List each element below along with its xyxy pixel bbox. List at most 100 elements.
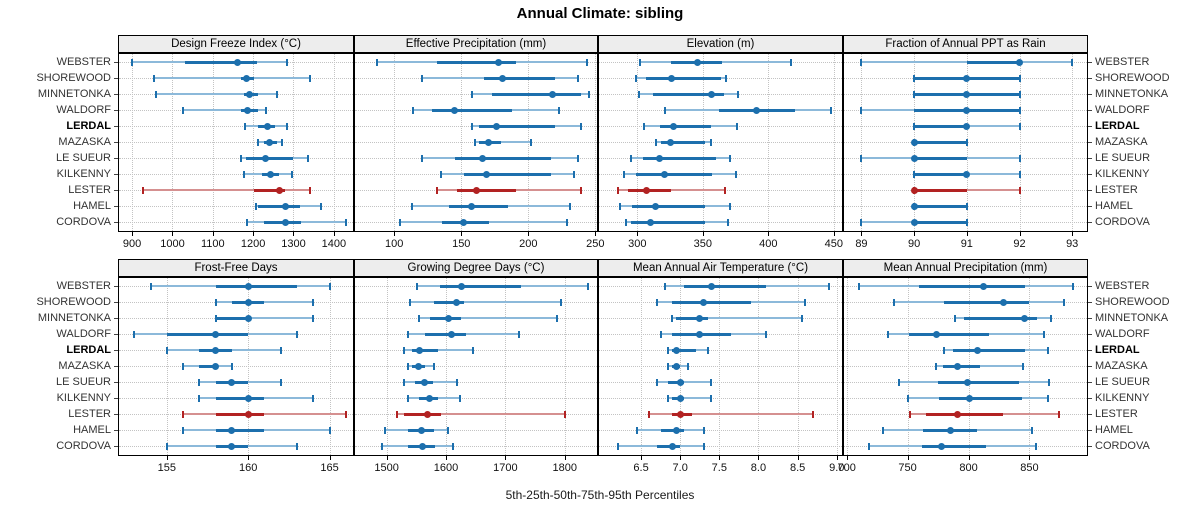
whisker-cap-95th [1050,315,1053,322]
median-dot [910,218,918,226]
site-axis-tick [1088,318,1092,319]
whisker-cap-5th [421,75,424,82]
interval-25th-75th [412,349,439,352]
axis-tick [253,232,255,236]
median-dot [419,442,427,450]
axis-tick-label: 1700 [493,462,518,474]
whisker-cap-5th [375,59,378,66]
whisker-cap-5th [398,219,401,226]
interval-25th-75th [944,301,1030,304]
axis-tick [446,456,448,460]
interval-25th-75th [914,205,967,208]
median-dot [244,298,252,306]
whisker-cap-5th [667,363,670,370]
whisker-cap-95th [737,91,740,98]
site-label-right: MINNETONKA [1095,312,1169,324]
site-axis-tick [1088,126,1092,127]
site-axis-tick [114,62,118,63]
whisker-cap-5th [243,123,246,130]
axis-tick-label: 800 [959,462,978,474]
axis-tick-label: 91 [960,238,973,250]
site-label-left: MINNETONKA [37,312,111,324]
axis-tick [907,456,909,460]
median-dot [548,90,556,98]
site-axis-tick [114,142,118,143]
axis-tick-label: 450 [824,238,844,250]
median-dot [966,394,974,402]
median-dot [1021,314,1029,322]
whisker-cap-5th [256,139,259,146]
median-dot [963,106,971,114]
median-dot [415,346,423,354]
gridline-horizontal [599,382,842,383]
whisker-cap-95th [709,139,712,146]
interval-25th-75th [660,429,685,432]
median-dot [444,314,452,322]
axis-tick [172,232,174,236]
axis-tick-label: 89 [855,238,868,250]
axis-tick-label: 100 [385,238,404,250]
median-dot [451,106,459,114]
interval-25th-75th [659,125,711,128]
panel-strip-mean-annual-air-temperature-c: Mean Annual Air Temperature (°C) [598,259,843,277]
median-dot [963,74,971,82]
whisker-cap-5th [411,107,414,114]
interval-25th-75th [939,397,1023,400]
whisker-cap-5th [243,171,246,178]
site-axis-tick [114,414,118,415]
gridline-horizontal [119,142,353,143]
median-dot [938,442,946,450]
whisker-cap-95th [1030,427,1033,434]
whisker-cap-95th [296,443,299,450]
axis-tick [797,456,799,460]
panel-strip-mean-annual-precipitation-mm: Mean Annual Precipitation (mm) [843,259,1088,277]
axis-tick [394,232,396,236]
interval-25th-75th [492,93,581,96]
site-label-left: HAMEL [73,424,111,436]
axis-tick [702,232,704,236]
interval-5th-95th [182,109,267,111]
whisker-cap-95th [312,395,315,402]
median-dot [414,362,422,370]
whisker-cap-5th [663,107,666,114]
axis-tick-label: 1000 [160,238,185,250]
whisker-cap-95th [827,283,830,290]
whisker-cap-5th [198,379,201,386]
gridline-horizontal [355,382,597,383]
site-axis-tick [114,126,118,127]
axis-tick-label: 7.0 [672,462,688,474]
site-label-left: LE SUEUR [55,152,111,164]
whisker-cap-95th [965,139,968,146]
whisker-cap-95th [308,187,311,194]
interval-25th-75th [635,173,712,176]
axis-tick-label: 150 [452,238,471,250]
interval-5th-95th [215,317,314,319]
site-axis-tick [114,318,118,319]
whisker-cap-95th [451,443,454,450]
site-axis-tick [114,94,118,95]
whisker-cap-95th [308,75,311,82]
site-axis-tick [1088,302,1092,303]
whisker-cap-95th [965,203,968,210]
median-dot [963,378,971,386]
whisker-cap-95th [1046,347,1049,354]
median-dot [492,122,500,130]
panel-strip-effective-precipitation-mm: Effective Precipitation (mm) [354,35,598,53]
interval-25th-75th [404,413,441,416]
site-label-right: WALDORF [1095,104,1150,116]
whisker-cap-5th [654,139,657,146]
whisker-cap-5th [887,331,890,338]
interval-25th-75th [672,301,751,304]
whisker-cap-5th [898,379,901,386]
median-dot [275,186,283,194]
gridline-horizontal [599,366,842,367]
whisker-cap-95th [230,363,233,370]
whisker-cap-95th [345,219,348,226]
whisker-cap-95th [312,315,315,322]
interval-25th-75th [966,61,1020,64]
site-label-left: KILKENNY [56,168,111,180]
whisker-cap-95th [812,411,815,418]
whisker-cap-5th [407,331,410,338]
axis-tick-label: 1100 [200,238,225,250]
interval-25th-75th [963,317,1037,320]
